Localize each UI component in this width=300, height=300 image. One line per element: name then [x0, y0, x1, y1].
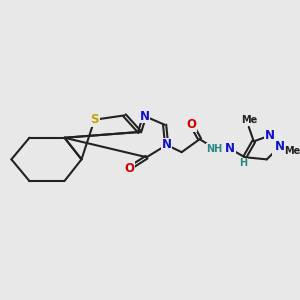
- Text: O: O: [124, 161, 135, 175]
- Text: Me: Me: [241, 115, 257, 124]
- Text: N: N: [162, 139, 172, 152]
- Text: N: N: [275, 140, 285, 153]
- Text: N: N: [140, 110, 150, 123]
- Text: N: N: [225, 142, 235, 155]
- Text: Me: Me: [284, 146, 300, 156]
- Text: H: H: [239, 158, 247, 169]
- Text: NH: NH: [207, 144, 223, 154]
- Text: S: S: [90, 113, 99, 126]
- Text: N: N: [265, 129, 275, 142]
- Text: O: O: [187, 118, 197, 131]
